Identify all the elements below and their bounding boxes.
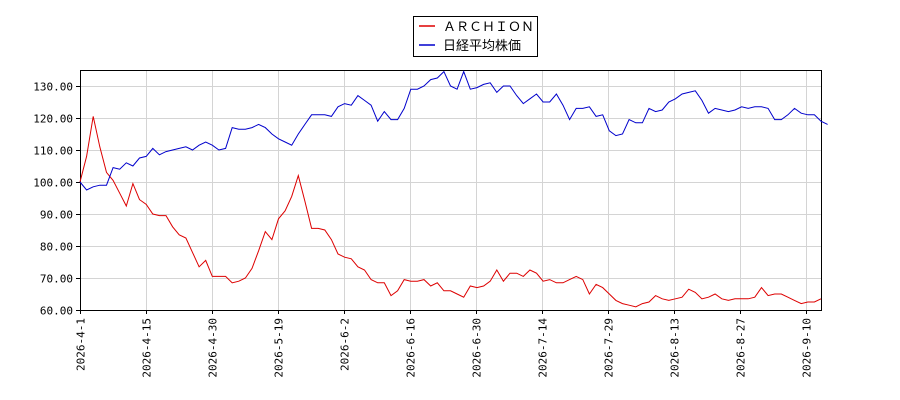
plot-frame bbox=[80, 70, 822, 311]
y-tick-label: 60.00 bbox=[40, 305, 73, 318]
y-tick-label: 100.00 bbox=[33, 177, 73, 190]
x-tick-label: 2026-8-27 bbox=[735, 318, 748, 378]
x-tick-label: 2026-7-14 bbox=[537, 318, 550, 378]
legend-box bbox=[413, 16, 538, 57]
y-tick-label: 130.00 bbox=[33, 81, 73, 94]
x-tick-label: 2026-9-10 bbox=[801, 318, 814, 378]
x-tick-label: 2026-6-30 bbox=[471, 318, 484, 378]
x-tick-label: 2026-8-13 bbox=[669, 318, 682, 378]
x-tick-label: 2026-5-19 bbox=[273, 318, 286, 378]
legend-label-archion: ＡＲＣＨＩＯＮ bbox=[443, 20, 534, 35]
x-tick-label: 2026-6-16 bbox=[405, 318, 418, 378]
x-tick-label: 2026-6-2 bbox=[339, 318, 352, 371]
y-tick-label: 80.00 bbox=[40, 241, 73, 254]
x-tick-label: 2026-7-29 bbox=[603, 318, 616, 378]
x-tick-label: 2026-4-1 bbox=[75, 318, 88, 371]
x-tick-label: 2026-4-30 bbox=[207, 318, 220, 378]
y-tick-label: 70.00 bbox=[40, 273, 73, 286]
y-tick-label: 90.00 bbox=[40, 209, 73, 222]
y-tick-label: 120.00 bbox=[33, 113, 73, 126]
series-line-archion bbox=[79, 116, 822, 308]
series-line-nikkei bbox=[79, 70, 828, 191]
legend-label-nikkei: 日経平均株価 bbox=[443, 39, 521, 54]
y-tick-label: 110.00 bbox=[33, 145, 73, 158]
x-tick-label: 2026-4-15 bbox=[141, 318, 154, 378]
